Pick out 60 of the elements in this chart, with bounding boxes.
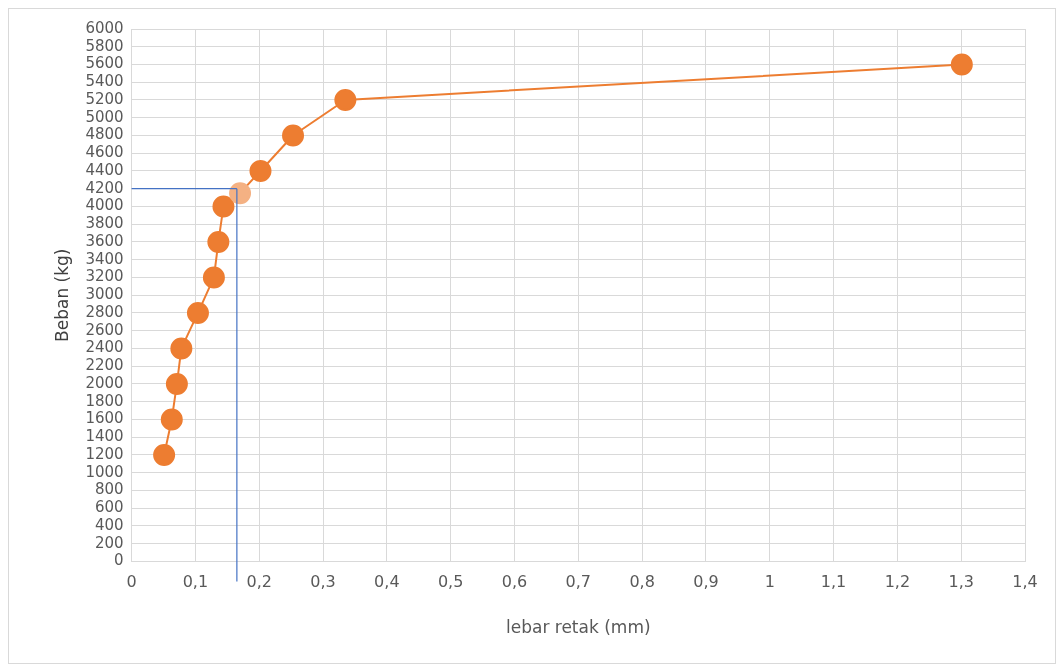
y-tick-label: 3200 — [85, 267, 124, 286]
y-tick-label: 1600 — [85, 409, 124, 428]
y-tick-label: 5000 — [85, 107, 124, 126]
y-tick-label: 200 — [94, 533, 124, 552]
x-axis-title: lebar retak (mm) — [506, 617, 651, 638]
y-tick-label: 1400 — [85, 427, 124, 446]
point — [950, 53, 973, 76]
point — [334, 88, 357, 111]
x-tick-label: 0,1 — [182, 572, 209, 592]
x-tick-label: 0,7 — [565, 572, 592, 592]
y-tick-label: 3800 — [85, 214, 124, 233]
y-tick-label: 0 — [114, 551, 124, 570]
x-tick-label: 1,2 — [884, 572, 911, 592]
y-tick-label: 6000 — [85, 18, 124, 37]
y-tick-label: 3400 — [85, 249, 124, 268]
y-tick-label: 3600 — [85, 231, 124, 250]
x-tick-label: 0 — [126, 572, 137, 592]
x-tick-label: 0,3 — [310, 572, 336, 592]
y-tick-label: 4200 — [85, 178, 124, 197]
point — [186, 301, 209, 324]
y-tick-label: 2000 — [85, 373, 124, 392]
y-tick-label: 1200 — [85, 444, 124, 463]
y-tick-label: 600 — [94, 498, 124, 517]
y-tick-label: 2600 — [85, 320, 124, 339]
x-tick-label: 1,1 — [820, 572, 847, 592]
y-tick-label: 4400 — [85, 160, 124, 179]
y-tick-label: 800 — [94, 480, 124, 499]
point — [160, 408, 183, 431]
y-tick-label: 3000 — [85, 285, 124, 304]
x-tick-label: 1,3 — [948, 572, 974, 592]
point — [170, 337, 193, 360]
x-tick-label: 0,4 — [374, 572, 400, 592]
x-tick-label: 0,5 — [437, 572, 464, 592]
point — [212, 195, 235, 218]
point — [249, 159, 272, 182]
x-tick-label: 0,9 — [693, 572, 719, 592]
y-tick-label: 2800 — [85, 302, 124, 321]
y-tick-label: 4000 — [85, 196, 124, 215]
y-tick-label: 400 — [94, 515, 124, 534]
y-tick-label: 4800 — [85, 125, 124, 144]
y-tick-label: 1000 — [85, 462, 124, 481]
point — [165, 372, 188, 395]
y-tick-label: 5400 — [85, 72, 124, 91]
x-tick-label: 1 — [764, 572, 775, 592]
x-tick-label: 0,8 — [629, 572, 655, 592]
y-tick-label: 5800 — [85, 36, 124, 55]
y-tick-label: 2400 — [85, 338, 124, 357]
point — [202, 266, 225, 289]
x-tick-label: 1,4 — [1012, 572, 1038, 592]
point — [153, 443, 176, 466]
y-axis-title: Beban (kg) — [51, 248, 72, 342]
point — [207, 230, 230, 253]
point — [282, 124, 305, 147]
y-tick-label: 5600 — [85, 54, 124, 73]
x-tick-label: 0,6 — [501, 572, 528, 592]
y-tick-label: 5200 — [85, 89, 124, 108]
y-tick-label: 4600 — [85, 143, 124, 162]
y-tick-label: 2200 — [85, 356, 124, 375]
y-tick-label: 1800 — [85, 391, 124, 410]
x-tick-label: 0,2 — [246, 572, 272, 592]
